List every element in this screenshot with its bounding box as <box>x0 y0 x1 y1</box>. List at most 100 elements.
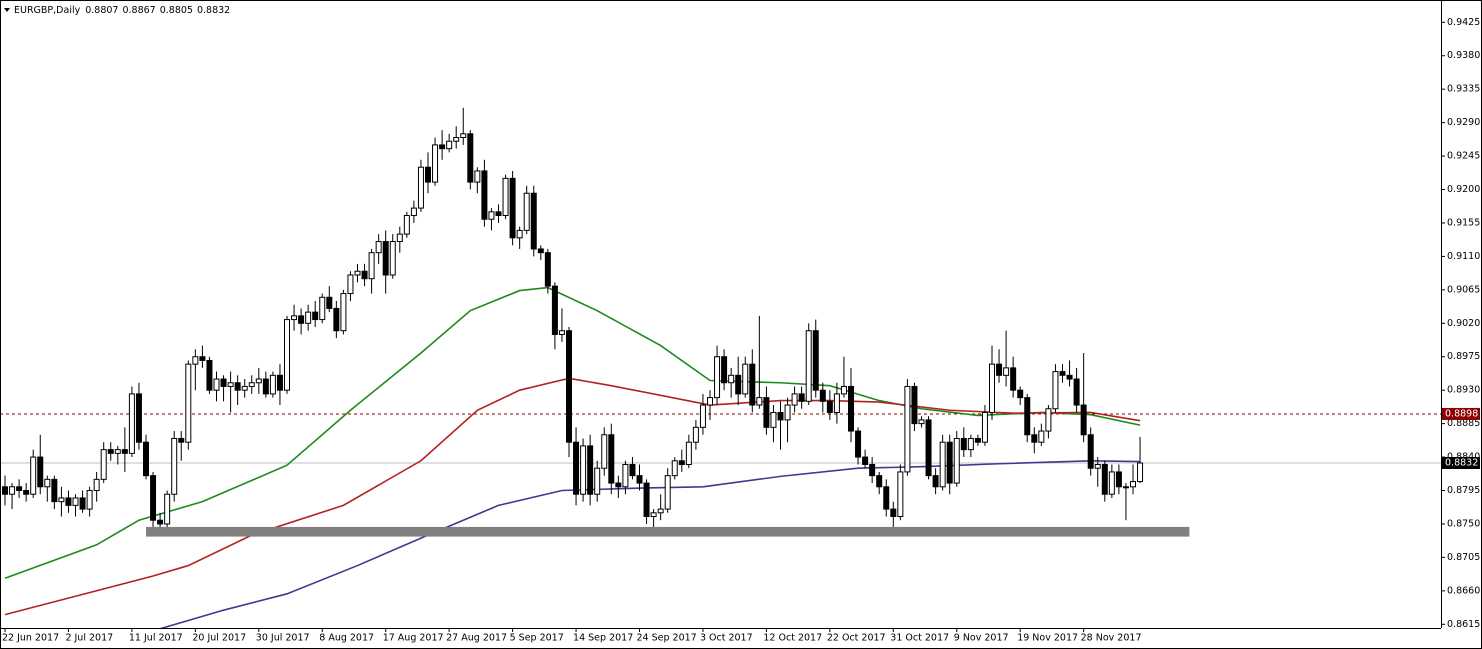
candle-body <box>220 378 227 387</box>
candle-body <box>389 241 396 276</box>
x-tick-label: 22 Jun 2017 <box>2 633 59 644</box>
candle-body <box>164 493 171 525</box>
x-tick-label: 2 Jul 2017 <box>65 633 113 644</box>
price-label: 0.8832 <box>1445 458 1478 469</box>
candle-body <box>904 385 911 473</box>
candle-body <box>657 508 664 514</box>
candle-body <box>403 215 410 235</box>
x-tick-label: 3 Oct 2017 <box>700 633 753 644</box>
candle-body <box>1122 486 1129 489</box>
candle-body <box>826 400 833 413</box>
candle-body <box>946 441 953 484</box>
candle-body <box>276 374 283 391</box>
candle-body <box>981 411 988 443</box>
support-zone <box>146 526 1190 537</box>
candle-body <box>1031 434 1038 443</box>
candle-body <box>608 434 615 484</box>
candle-body <box>58 497 65 503</box>
x-tick-label: 14 Sep 2017 <box>573 633 633 644</box>
candle-body <box>1115 471 1122 488</box>
x-tick-label: 24 Sep 2017 <box>637 633 697 644</box>
candle-body <box>65 497 72 506</box>
candle-body <box>453 136 460 142</box>
candle-body <box>1137 462 1144 483</box>
candle-body <box>742 363 749 395</box>
candle-body <box>23 490 30 495</box>
candle-body <box>128 393 135 454</box>
candle-body <box>1080 404 1087 436</box>
candle-body <box>862 456 869 465</box>
candle-body <box>319 296 326 321</box>
candle-body <box>1108 471 1115 495</box>
candle-body <box>446 140 453 150</box>
candle-body <box>326 296 333 309</box>
x-tick-label: 22 Oct 2017 <box>827 633 886 644</box>
x-tick-label: 31 Oct 2017 <box>890 633 949 644</box>
candle-body <box>714 356 721 399</box>
candle-body <box>206 359 213 391</box>
candle-body <box>763 397 770 428</box>
x-tick-label: 17 Aug 2017 <box>383 633 444 644</box>
y-tick-label: 0.9245 <box>1447 151 1480 162</box>
candle-body <box>410 207 417 217</box>
candle-body <box>918 419 925 425</box>
candle-body <box>382 241 389 276</box>
candle-body <box>227 382 234 387</box>
low: 0.8805 <box>160 5 193 16</box>
candle-body <box>333 307 340 332</box>
candle-body <box>100 449 107 480</box>
price-box <box>1442 457 1480 470</box>
level-box <box>1442 407 1480 420</box>
y-tick-label: 0.8615 <box>1447 619 1480 630</box>
moving-average <box>4 286 1141 579</box>
candle-body <box>1052 371 1059 410</box>
candle-body <box>996 363 1003 376</box>
candle-body <box>643 482 650 518</box>
y-tick-label: 0.9155 <box>1447 217 1480 228</box>
header: EURGBP,Daily 0.8807 0.8867 0.8805 0.8832 <box>14 5 230 16</box>
candle-body <box>213 378 220 391</box>
candle-body <box>79 497 86 510</box>
candle-body <box>523 192 530 231</box>
y-tick-label: 0.9425 <box>1447 17 1480 28</box>
candle-body <box>953 437 960 484</box>
candle-body <box>671 460 678 477</box>
candle-body <box>678 460 685 465</box>
candle-body <box>699 404 706 428</box>
candle-body <box>777 411 784 421</box>
candle-body <box>1101 463 1108 495</box>
high: 0.8867 <box>122 5 155 16</box>
menu-arrow[interactable] <box>4 8 10 12</box>
candle-body <box>234 382 241 391</box>
candle-body <box>460 133 467 138</box>
candle-body <box>883 486 890 510</box>
candle-body <box>770 411 777 428</box>
candle-body <box>1059 371 1066 376</box>
candle-body <box>30 456 37 495</box>
candle-body <box>551 285 558 335</box>
candle-body <box>636 475 643 484</box>
candle-body <box>248 382 255 387</box>
x-tick-label: 12 Oct 2017 <box>763 633 822 644</box>
candle-body <box>354 270 361 276</box>
candle-body <box>932 475 939 488</box>
candle-body <box>587 445 594 495</box>
open: 0.8807 <box>85 5 118 16</box>
candle-body <box>185 363 192 443</box>
candle-body <box>1024 397 1031 436</box>
candle-body <box>262 378 269 395</box>
candle-body <box>1017 389 1024 399</box>
candle-body <box>143 441 149 477</box>
y-tick-label: 0.8750 <box>1447 518 1480 529</box>
moving-average <box>159 459 1141 628</box>
candle-body <box>1010 367 1017 391</box>
y-tick-label: 0.8795 <box>1447 485 1480 496</box>
candle-body <box>502 177 509 217</box>
candle-body <box>86 490 93 510</box>
candle-body <box>692 426 699 443</box>
candle-body <box>1066 374 1073 380</box>
candle-body <box>361 270 368 280</box>
candle-body <box>629 463 636 477</box>
